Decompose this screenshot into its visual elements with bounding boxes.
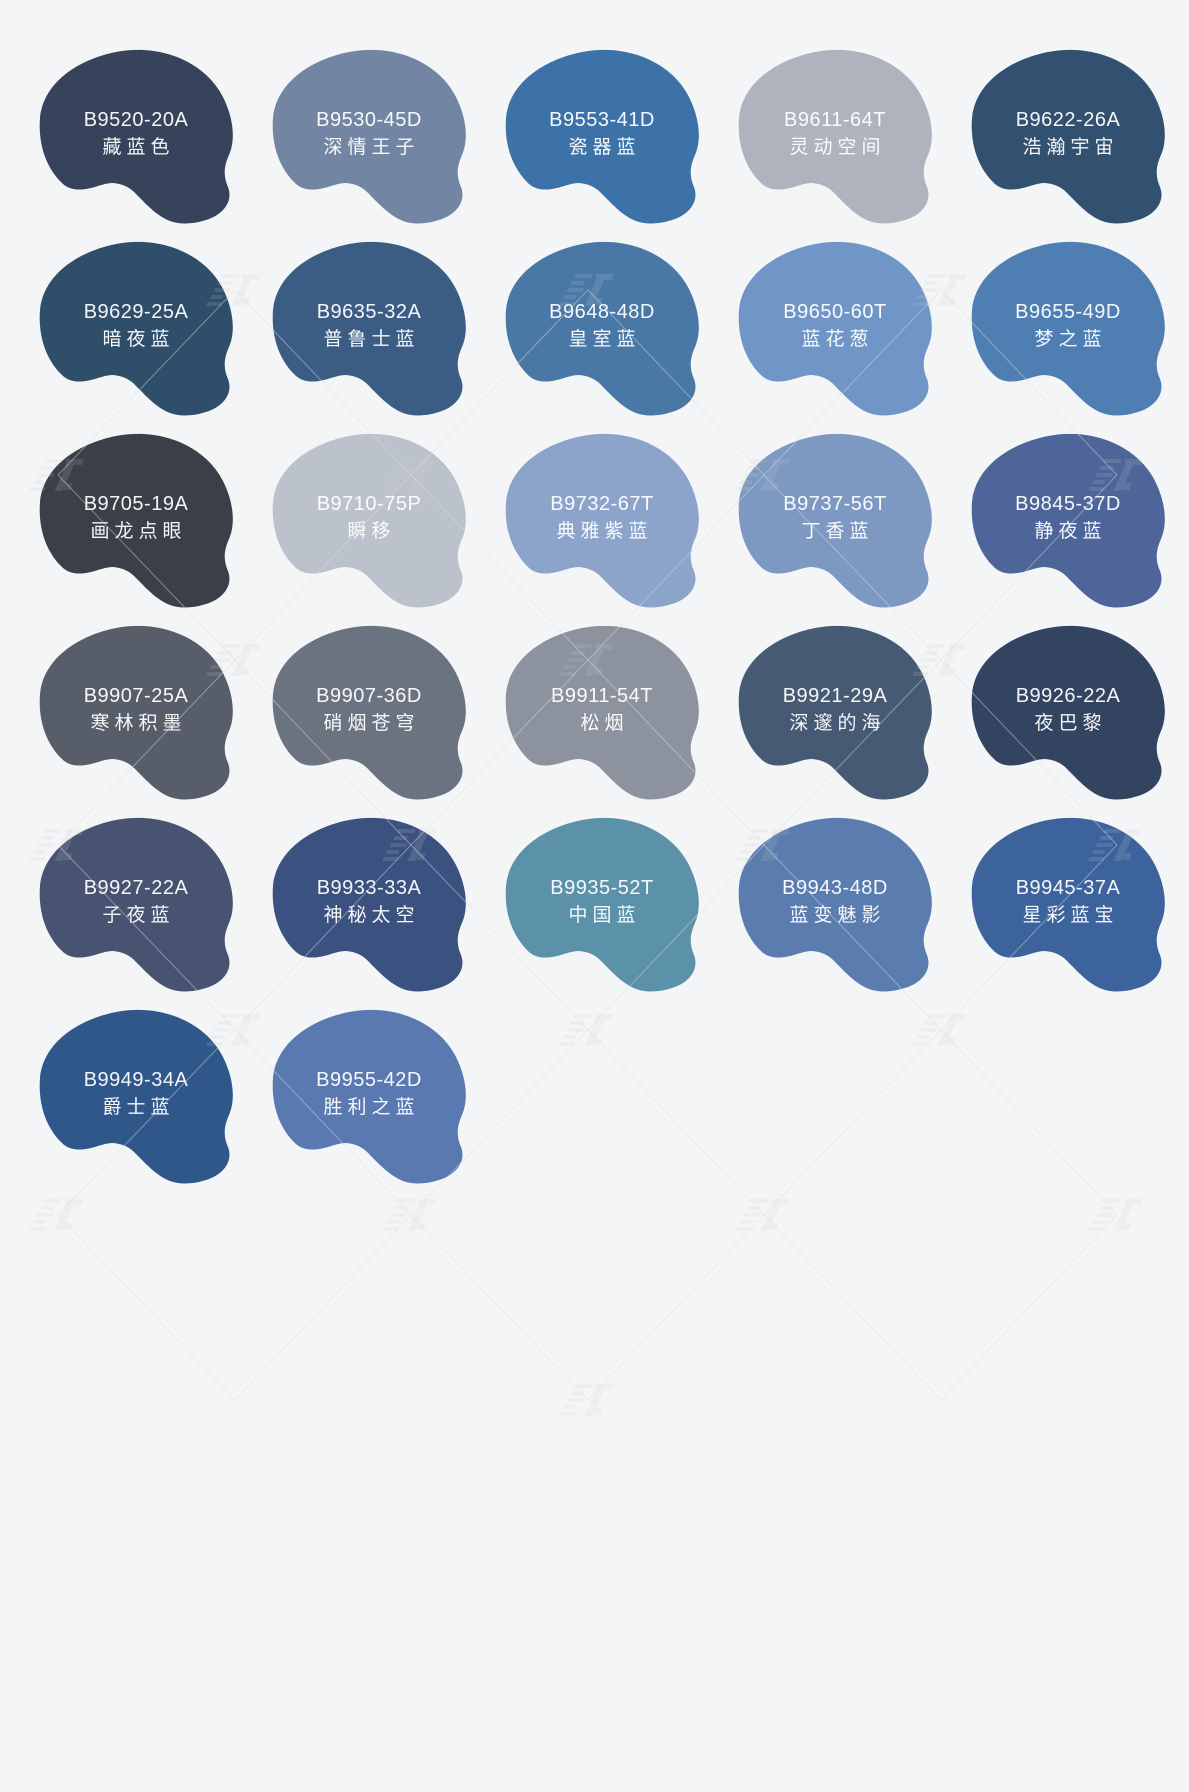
color-swatch: B9845-37D 静夜蓝 — [952, 424, 1185, 616]
color-swatch: B9955-42D 胜利之蓝 — [253, 1000, 486, 1192]
paint-blob-shape — [971, 433, 1165, 608]
paint-blob-shape — [272, 49, 466, 224]
paint-blob-shape — [971, 625, 1165, 800]
paint-blob-shape — [505, 625, 699, 800]
color-swatch: B9553-41D 瓷器蓝 — [486, 40, 719, 232]
color-swatch: B9926-22A 夜巴黎 — [952, 616, 1185, 808]
paint-blob-shape — [971, 241, 1165, 416]
color-swatch: B9530-45D 深情王子 — [253, 40, 486, 232]
paint-blob-shape — [39, 817, 233, 992]
color-swatch: B9655-49D 梦之蓝 — [952, 232, 1185, 424]
color-swatch: B9911-54T 松烟 — [486, 616, 719, 808]
paint-blob-shape — [738, 49, 932, 224]
color-swatch: B9622-26A 浩瀚宇宙 — [952, 40, 1185, 232]
color-swatch: B9635-32A 普鲁士蓝 — [253, 232, 486, 424]
paint-blob-shape — [272, 1009, 466, 1184]
color-swatch: B9732-67T 典雅紫蓝 — [486, 424, 719, 616]
paint-blob-shape — [39, 49, 233, 224]
color-swatch: B9945-37A 星彩蓝宝 — [952, 808, 1185, 1000]
color-swatch: B9921-29A 深邃的海 — [719, 616, 952, 808]
color-swatch: B9935-52T 中国蓝 — [486, 808, 719, 1000]
paint-blob-shape — [39, 241, 233, 416]
paint-blob-shape — [272, 241, 466, 416]
paint-blob-shape — [39, 1009, 233, 1184]
color-swatch: B9611-64T 灵动空间 — [719, 40, 952, 232]
color-swatch: B9907-25A 寒林积墨 — [20, 616, 253, 808]
color-swatch: B9933-33A 神秘太空 — [253, 808, 486, 1000]
color-swatch: B9737-56T 丁香蓝 — [719, 424, 952, 616]
paint-blob-shape — [971, 49, 1165, 224]
color-swatch: B9907-36D 硝烟苍穹 — [253, 616, 486, 808]
color-swatch: B9629-25A 暗夜蓝 — [20, 232, 253, 424]
color-swatch: B9949-34A 爵士蓝 — [20, 1000, 253, 1192]
color-swatch: B9650-60T 蓝花葱 — [719, 232, 952, 424]
paint-blob-shape — [39, 625, 233, 800]
paint-blob-shape — [272, 817, 466, 992]
paint-blob-shape — [738, 433, 932, 608]
color-swatch: B9648-48D 皇室蓝 — [486, 232, 719, 424]
paint-blob-shape — [39, 433, 233, 608]
color-swatch: B9520-20A 藏蓝色 — [20, 40, 253, 232]
color-swatch: B9927-22A 子夜蓝 — [20, 808, 253, 1000]
paint-blob-shape — [505, 817, 699, 992]
paint-blob-shape — [272, 625, 466, 800]
swatch-grid: B9520-20A 藏蓝色 B9530-45D 深情王子 B9553-41D 瓷… — [20, 40, 1185, 1192]
paint-blob-shape — [505, 241, 699, 416]
paint-blob-shape — [971, 817, 1165, 992]
paint-blob-shape — [738, 625, 932, 800]
color-swatch: B9710-75P 瞬移 — [253, 424, 486, 616]
paint-blob-shape — [505, 433, 699, 608]
paint-blob-shape — [738, 241, 932, 416]
paint-blob-shape — [505, 49, 699, 224]
color-swatch: B9943-48D 蓝变魅影 — [719, 808, 952, 1000]
color-swatch: B9705-19A 画龙点眼 — [20, 424, 253, 616]
paint-blob-shape — [738, 817, 932, 992]
paint-blob-shape — [272, 433, 466, 608]
